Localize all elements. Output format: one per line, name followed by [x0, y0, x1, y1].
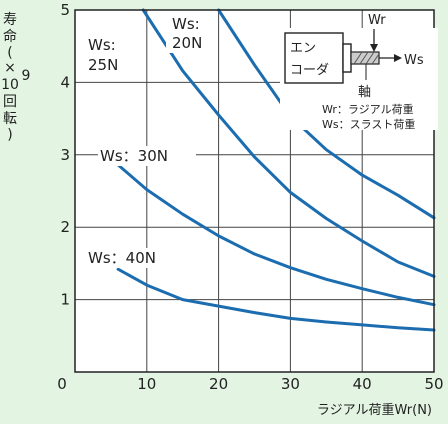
- encoder-label-line1: エン: [290, 41, 316, 56]
- x-tick-label-30: 30: [281, 375, 300, 393]
- x-tick-label-10: 10: [137, 375, 156, 393]
- encoder-body: [284, 32, 344, 84]
- label-ws-40n-text: Ws：40N: [88, 249, 156, 267]
- label-ws-20n-line2: 20N: [172, 34, 202, 52]
- plot-frame: [74, 9, 435, 373]
- y-tick-label-1: 1: [60, 291, 70, 309]
- encoder-diagram: エン コーダ Wr Ws 軸 Wr：ラジアル荷重 Ws：スラスト荷重: [280, 13, 438, 131]
- y-axis-label-char-2: (: [7, 45, 12, 61]
- label-ws-25n: Ws: 25N: [82, 35, 130, 75]
- series-line-ws-20n: [217, 8, 436, 220]
- encoder-flange: [342, 43, 352, 73]
- shaft-label: 軸: [358, 85, 371, 100]
- series-line-ws-40n: [116, 267, 436, 332]
- label-ws-30n: Ws：30N: [98, 146, 196, 166]
- wr-label: Wr: [368, 13, 386, 28]
- series-line-ws-30n: [116, 163, 436, 307]
- label-ws-40n: Ws：40N: [84, 248, 184, 268]
- curves: [116, 8, 436, 332]
- x-tick-label-0: 0: [57, 375, 67, 393]
- y-axis-label-char-4: 10: [1, 77, 19, 93]
- y-tick-label-3: 3: [60, 146, 70, 164]
- legend-wr: Wr：ラジアル荷重: [322, 102, 414, 116]
- y-axis-label-char-1: 命: [3, 28, 17, 45]
- label-ws-20n: Ws: 20N: [166, 13, 214, 53]
- encoder-label-line2: コーダ: [290, 63, 329, 78]
- x-axis-label: ラジアル荷重Wr(N): [317, 402, 432, 418]
- ws-label: Ws: [404, 53, 424, 68]
- wr-arrow-head: [370, 44, 378, 52]
- legend-ws: Ws：スラスト荷重: [322, 117, 415, 131]
- x-tick-label-20: 20: [209, 375, 228, 393]
- x-tick-label-40: 40: [353, 375, 372, 393]
- y-tick-label-2: 2: [60, 218, 70, 236]
- ws-arrow-head: [394, 54, 402, 62]
- y-tick-label-4: 4: [60, 73, 70, 91]
- label-ws-25n-line2: 25N: [88, 56, 118, 74]
- y-axis-label-char-8: ): [7, 127, 12, 143]
- series-line-ws-25n: [141, 8, 436, 278]
- label-ws-20n-line1: Ws:: [172, 15, 200, 33]
- label-ws-25n-line1: Ws:: [88, 36, 116, 54]
- y-axis-label-char-3: ×: [4, 60, 16, 76]
- x-tick-label-50: 50: [424, 375, 443, 393]
- y-axis-label-char-5: 9: [22, 68, 31, 84]
- label-ws-30n-text: Ws：30N: [100, 147, 168, 165]
- y-axis-label-char-7: 転: [3, 111, 17, 127]
- y-axis-label-char-0: 寿: [3, 11, 17, 28]
- y-tick-label-5: 5: [60, 1, 70, 19]
- y-axis-label-char-6: 回: [3, 94, 17, 110]
- axes: 0 10 20 30 40 50 1 2 3 4 5: [57, 1, 443, 393]
